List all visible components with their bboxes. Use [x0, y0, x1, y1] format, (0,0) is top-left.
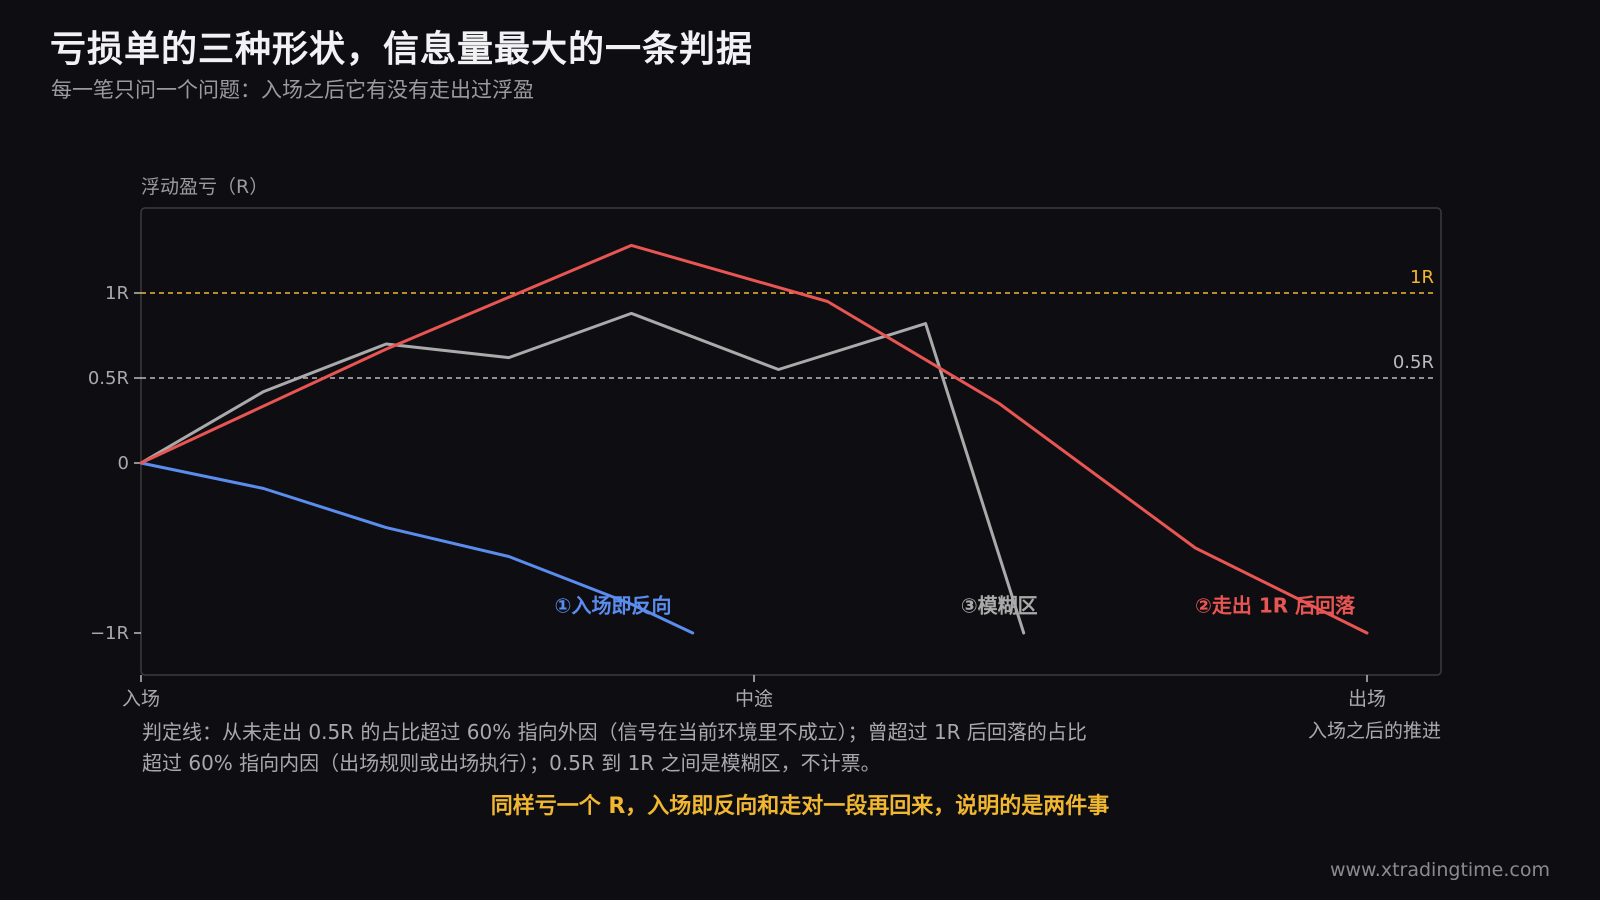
- x-tick-label: 出场: [1348, 688, 1386, 710]
- verdict-line-1: 判定线：从未走出 0.5R 的占比超过 60% 指向外因（信号在当前环境里不成立…: [142, 720, 1087, 744]
- y-tick-label: 0.5R: [88, 368, 129, 389]
- y-axis-label: 浮动盈亏（R）: [141, 176, 268, 198]
- watermark: www.xtradingtime.com: [1329, 859, 1550, 881]
- y-tick-label: 0: [118, 453, 129, 474]
- series-line: [139, 243, 1369, 635]
- plot-frame: [140, 207, 1442, 676]
- verdict-line-2: 超过 60% 指向内因（出场规则或出场执行）；0.5R 到 1R 之间是模糊区，…: [142, 751, 881, 775]
- series-label: ②走出 1R 后回落: [1195, 594, 1356, 618]
- x-tick-label: 入场: [122, 688, 160, 710]
- series-label: ③模糊区: [961, 594, 1038, 618]
- conclusion-text: 同样亏一个 R，入场即反向和走对一段再回来，说明的是两件事: [490, 794, 1110, 819]
- y-tick-label: 1R: [105, 283, 129, 304]
- reference-line-label: 1R: [1410, 267, 1434, 288]
- reference-line-label: 0.5R: [1393, 352, 1434, 373]
- x-tick-label: 中途: [735, 688, 773, 710]
- y-tick-label: −1R: [90, 623, 129, 644]
- series-line: [139, 311, 1026, 635]
- series-line: [139, 461, 695, 635]
- series-label: ①入场即反向: [555, 594, 672, 618]
- verdict-text: 判定线：从未走出 0.5R 的占比超过 60% 指向外因（信号在当前环境里不成立…: [142, 717, 1262, 779]
- page-title: 亏损单的三种形状，信息量最大的一条判据: [50, 29, 754, 70]
- page-subtitle: 每一笔只问一个问题：入场之后它有没有走出过浮盈: [51, 78, 534, 102]
- x-axis-label: 入场之后的推进: [1308, 720, 1441, 742]
